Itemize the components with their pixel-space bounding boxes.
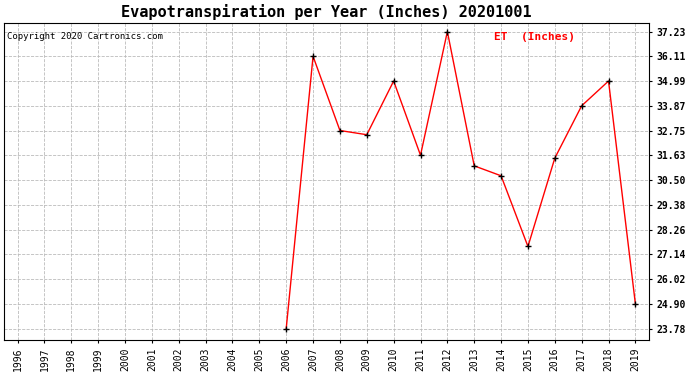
Title: Evapotranspiration per Year (Inches) 20201001: Evapotranspiration per Year (Inches) 202… <box>121 4 532 20</box>
Text: ET  (Inches): ET (Inches) <box>494 32 575 42</box>
Text: Copyright 2020 Cartronics.com: Copyright 2020 Cartronics.com <box>8 32 164 41</box>
